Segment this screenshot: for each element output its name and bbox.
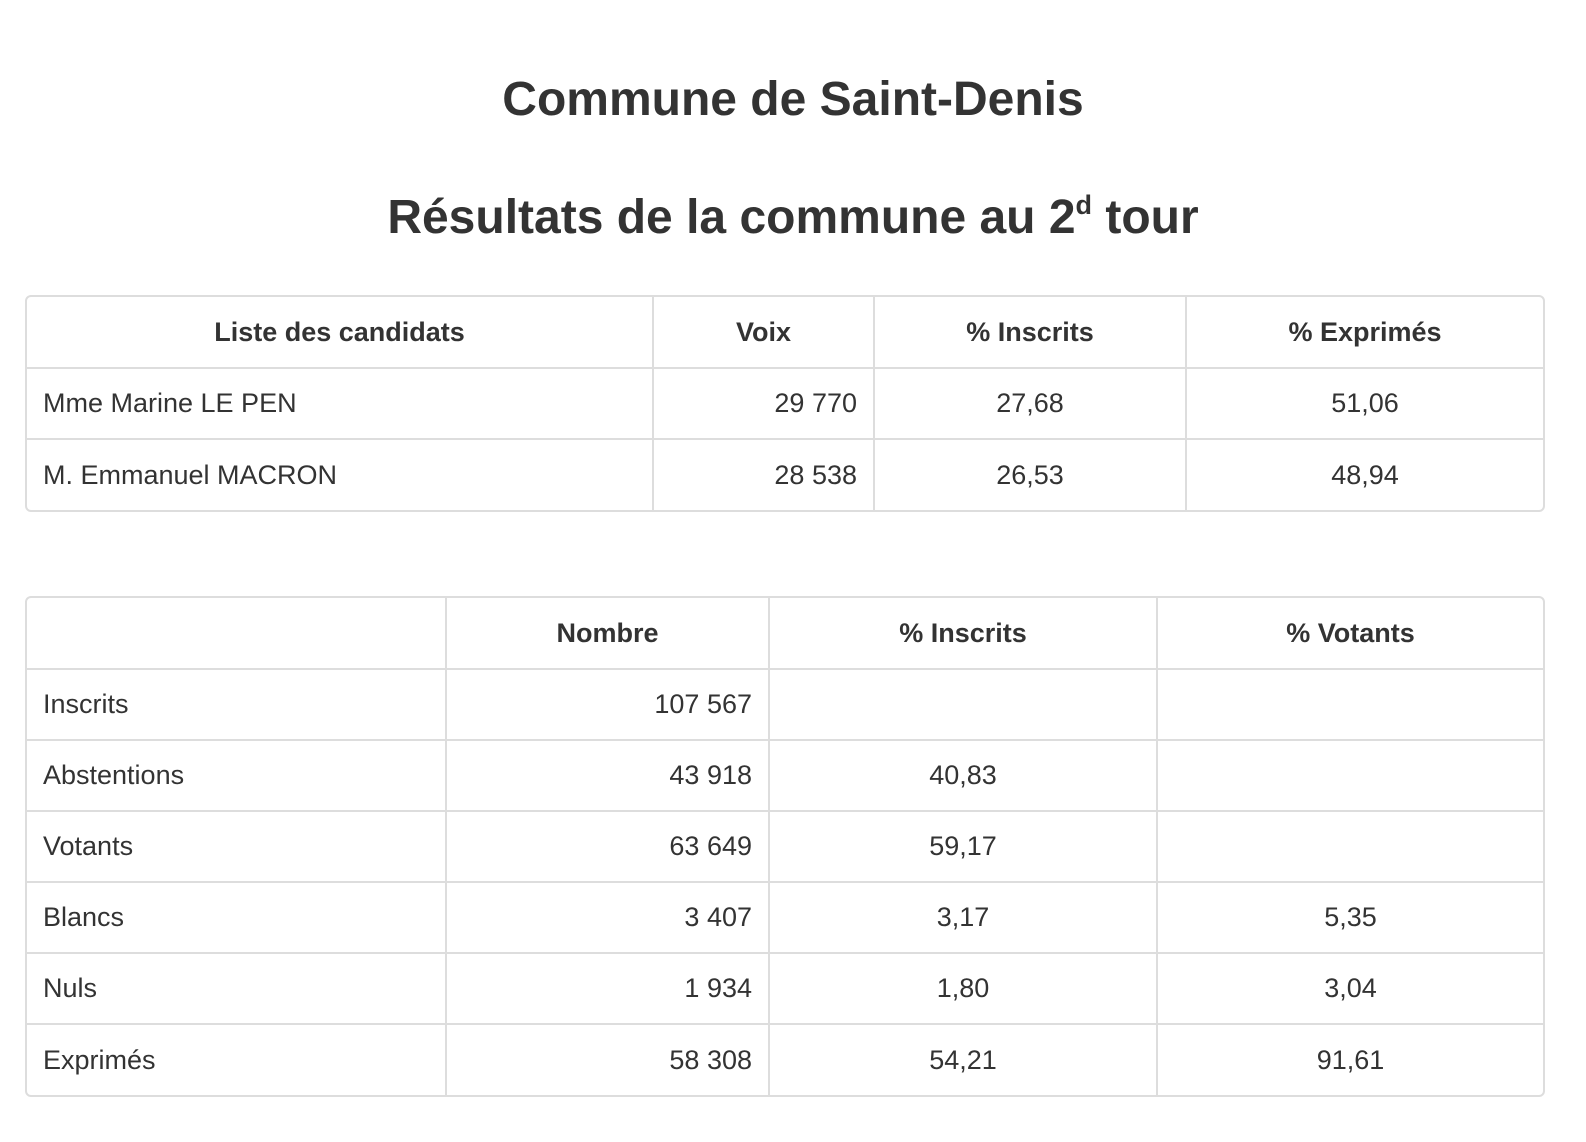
stat-pct-inscrits [769, 669, 1158, 741]
candidate-voix: 29 770 [653, 368, 875, 440]
stat-pct-votants: 91,61 [1316, 1044, 1385, 1075]
column-header: Voix [653, 297, 875, 369]
stat-pct-inscrits: 40,83 [769, 740, 1158, 812]
subtitle-end: tour [1092, 191, 1199, 244]
stat-label: Abstentions [27, 740, 447, 812]
candidates-table-container: Liste des candidats Voix % Inscrits % Ex… [25, 295, 1545, 512]
column-header: % Exprimés [1186, 297, 1543, 369]
stats-table: Nombre % Inscrits % Votants Inscrits 107… [27, 598, 1543, 1095]
stat-label: Inscrits [27, 669, 447, 741]
candidate-name: M. Emmanuel MACRON [27, 439, 654, 510]
stat-label: Nuls [27, 953, 447, 1025]
column-header: % Inscrits [769, 598, 1158, 670]
stat-pct-inscrits: 3,17 [769, 882, 1158, 954]
page-subtitle: Résultats de la commune au 2d tour [0, 190, 1586, 246]
candidates-table: Liste des candidats Voix % Inscrits % Ex… [27, 297, 1543, 510]
stat-label: Votants [27, 811, 447, 883]
stat-label: Exprimés [27, 1024, 447, 1095]
table-header-row: Liste des candidats Voix % Inscrits % Ex… [27, 297, 1543, 369]
table-row: Mme Marine LE PEN 29 770 27,68 51,06 [27, 368, 1543, 440]
table-row: Blancs 3 407 3,17 5,35 [27, 882, 1543, 954]
stat-pct-inscrits: 1,80 [769, 953, 1158, 1025]
stats-table-container: Nombre % Inscrits % Votants Inscrits 107… [25, 596, 1545, 1097]
column-header [27, 598, 447, 670]
stat-pct-votants: 3,04 [1157, 953, 1543, 1025]
stat-pct-votants [1157, 740, 1543, 812]
stat-pct-votants [1157, 811, 1543, 883]
candidate-pct-inscrits: 27,68 [874, 368, 1187, 440]
column-header: % Votants [1157, 598, 1543, 670]
stat-nombre: 58 308 [446, 1024, 770, 1095]
column-header: Liste des candidats [27, 297, 654, 369]
stat-nombre: 3 407 [446, 882, 770, 954]
candidate-pct-inscrits: 26,53 [874, 439, 1187, 510]
table-header-row: Nombre % Inscrits % Votants [27, 598, 1543, 670]
subtitle-superscript: d [1075, 190, 1093, 220]
column-header: Nombre [446, 598, 770, 670]
stat-nombre: 107 567 [446, 669, 770, 741]
candidate-pct-exprimes: 48,94 [1331, 459, 1399, 490]
subtitle-text: Résultats de la commune au 2 [387, 191, 1076, 244]
table-row: Inscrits 107 567 [27, 669, 1543, 741]
column-header: % Inscrits [874, 297, 1187, 369]
table-row: Votants 63 649 59,17 [27, 811, 1543, 883]
stat-pct-inscrits: 54,21 [769, 1024, 1158, 1095]
table-row: Exprimés 58 308 54,21 91,61 [27, 1024, 1543, 1095]
table-row: Abstentions 43 918 40,83 [27, 740, 1543, 812]
stat-nombre: 63 649 [446, 811, 770, 883]
stat-pct-inscrits: 59,17 [769, 811, 1158, 883]
table-row: M. Emmanuel MACRON 28 538 26,53 48,94 [27, 439, 1543, 510]
stat-pct-votants: 5,35 [1157, 882, 1543, 954]
candidate-voix: 28 538 [653, 439, 875, 510]
page-title: Commune de Saint-Denis [502, 73, 1084, 126]
candidate-name: Mme Marine LE PEN [27, 368, 654, 440]
candidate-pct-exprimes: 51,06 [1186, 368, 1543, 440]
stat-nombre: 43 918 [446, 740, 770, 812]
table-row: Nuls 1 934 1,80 3,04 [27, 953, 1543, 1025]
stat-pct-votants [1157, 669, 1543, 741]
stat-label: Blancs [27, 882, 447, 954]
stat-nombre: 1 934 [446, 953, 770, 1025]
